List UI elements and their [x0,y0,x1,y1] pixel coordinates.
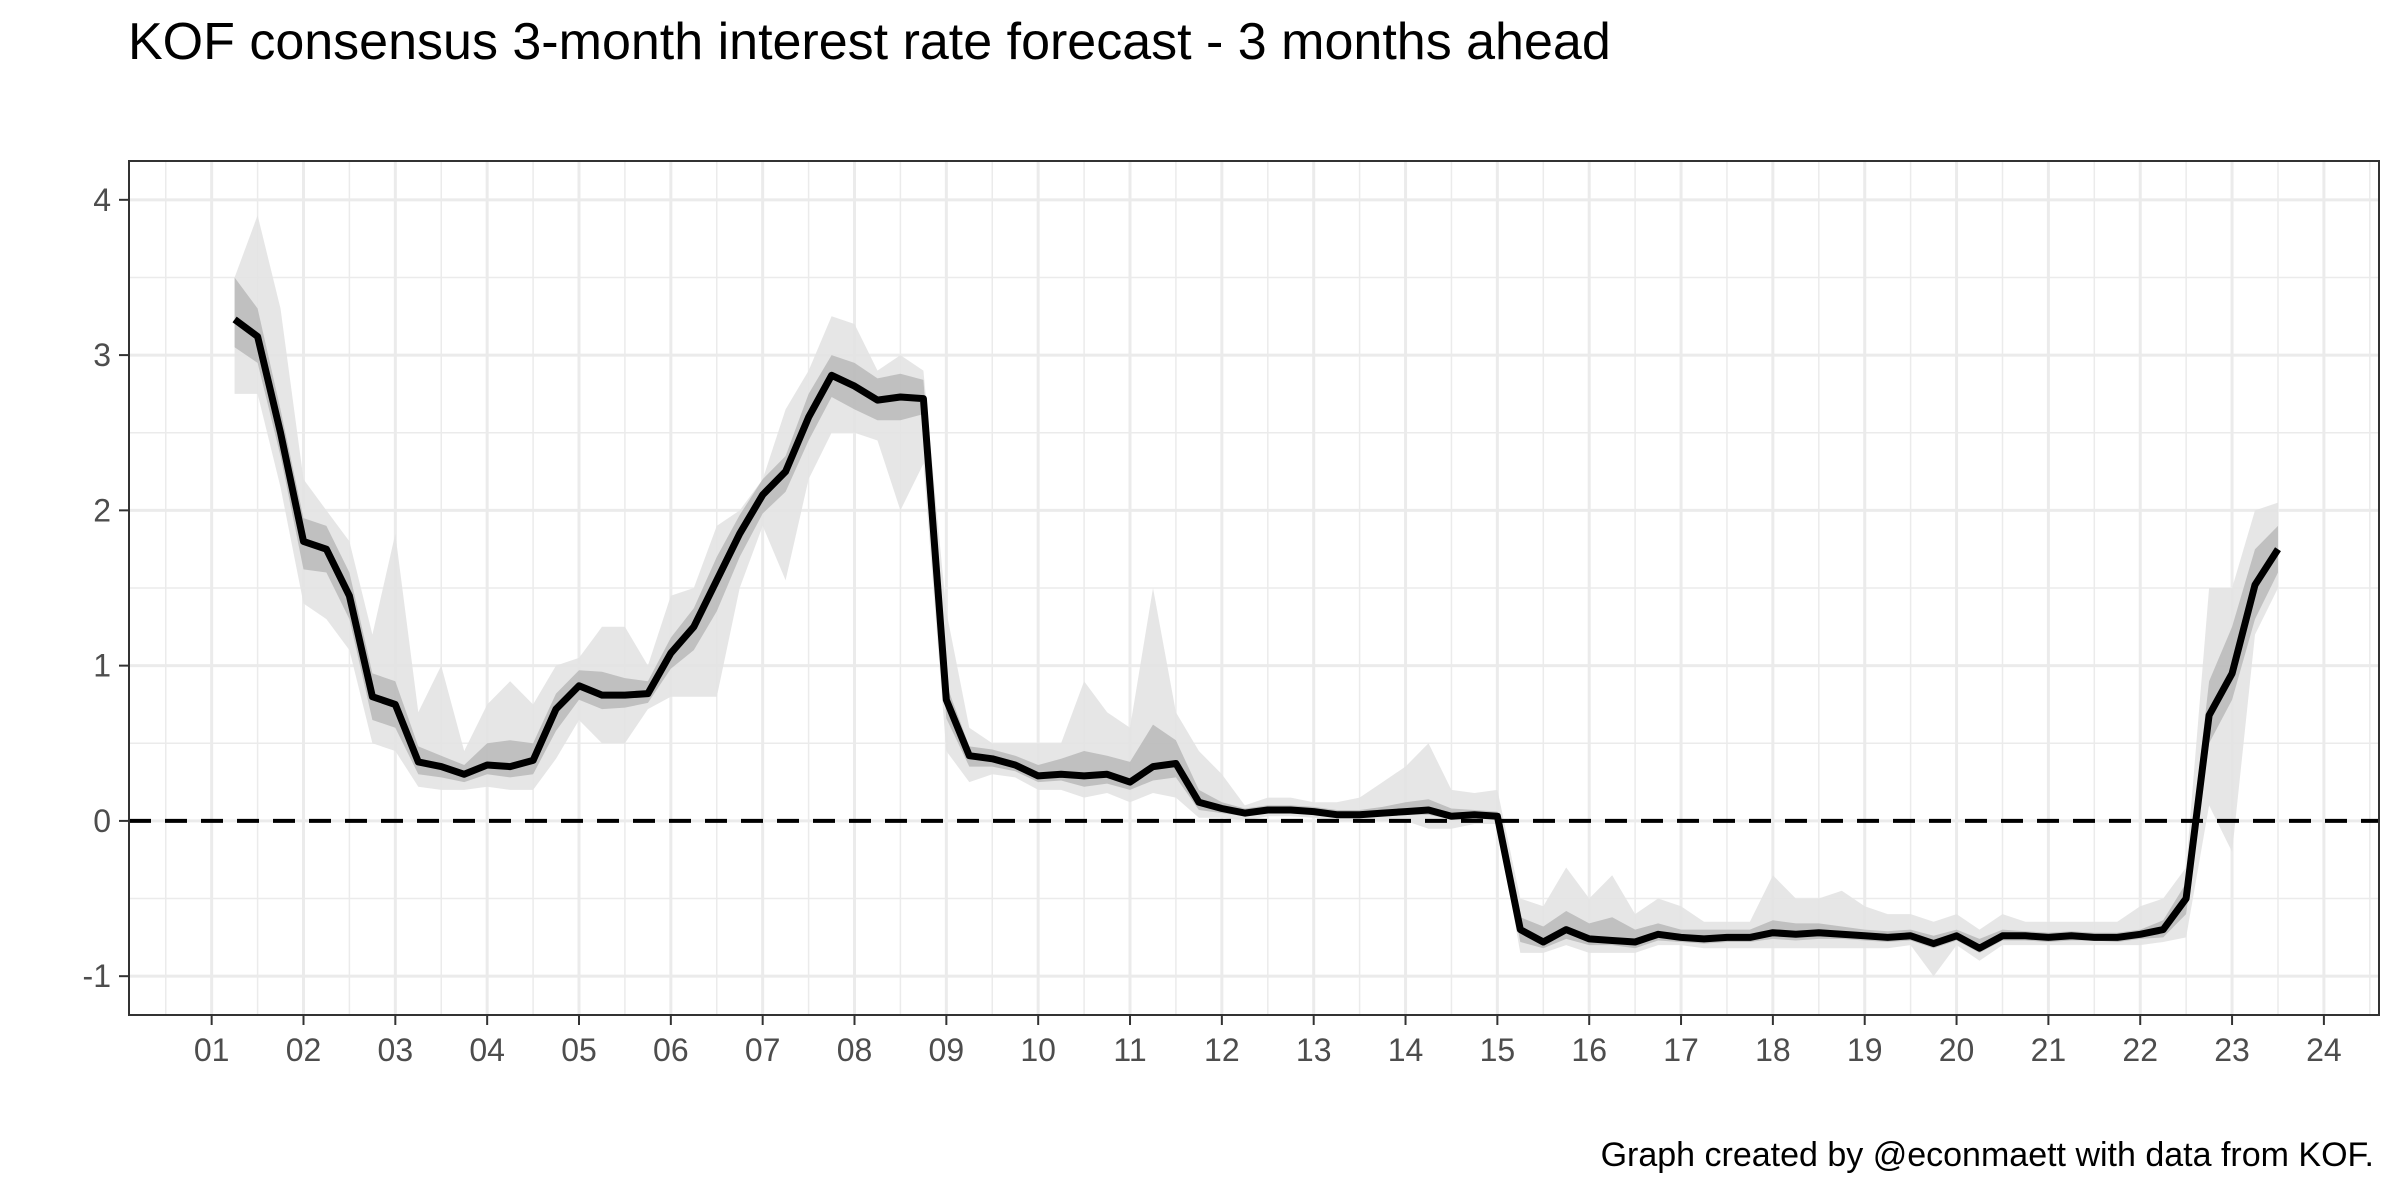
x-tick-label-15: 15 [1480,1032,1516,1068]
x-tick-label-19: 19 [1847,1032,1883,1068]
chart-title: KOF consensus 3-month interest rate fore… [128,13,1611,71]
x-tick-label-21: 21 [2031,1032,2067,1068]
x-tick-label-24: 24 [2306,1032,2342,1068]
x-axis: 01 02 03 04 05 06 07 08 09 10 11 12 13 14 15 16 17 18 19 20… [194,1015,2342,1068]
x-tick-label-23: 23 [2214,1032,2250,1068]
y-tick-label-4: 4 [93,182,111,218]
x-tick-label-01: 01 [194,1032,230,1068]
y-tick-label-1: 1 [93,648,111,684]
y-tick-label-2: 2 [93,492,111,528]
x-tick-label-12: 12 [1204,1032,1240,1068]
y-tick-label--1: -1 [83,958,111,994]
x-tick-label-11: 11 [1113,1032,1146,1068]
median-forecast-line [232,316,2281,952]
x-tick-label-10: 10 [1020,1032,1056,1068]
x-tick-label-14: 14 [1388,1032,1424,1068]
y-tick-label-3: 3 [93,337,111,373]
x-tick-label-05: 05 [561,1032,597,1068]
x-tick-label-08: 08 [837,1032,873,1068]
x-tick-label-03: 03 [378,1032,414,1068]
x-tick-label-20: 20 [1939,1032,1975,1068]
x-tick-label-07: 07 [745,1032,781,1068]
x-tick-label-17: 17 [1663,1032,1699,1068]
median-series-path [232,316,2281,952]
x-tick-label-22: 22 [2122,1032,2158,1068]
panel-border [128,160,2380,1016]
x-tick-label-16: 16 [1571,1032,1607,1068]
x-tick-label-06: 06 [653,1032,689,1068]
x-tick-label-02: 02 [286,1032,322,1068]
x-tick-label-09: 09 [929,1032,965,1068]
chart-caption: Graph created by @econmaett with data fr… [1600,1136,2374,1174]
y-tick-label-0: 0 [93,803,111,839]
x-tick-label-18: 18 [1755,1032,1791,1068]
x-tick-label-13: 13 [1296,1032,1332,1068]
y-axis: -1 0 1 2 3 4 [83,182,129,994]
x-tick-label-04: 04 [469,1032,505,1068]
